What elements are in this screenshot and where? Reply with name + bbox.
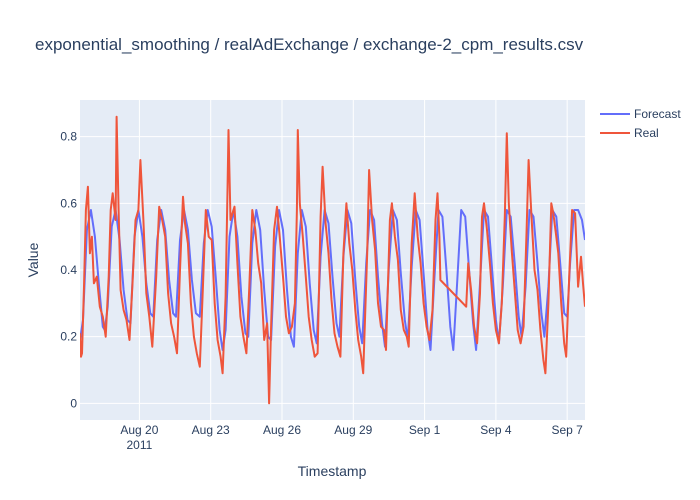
series-layer [80, 115, 585, 405]
x-tick-label: Aug 23 [192, 423, 230, 437]
y-tick-label: 0.4 [60, 263, 77, 277]
x-tick-label: Sep 7 [551, 423, 583, 437]
y-axis-title: Value [25, 242, 41, 277]
legend-item-real[interactable]: Real [600, 126, 659, 140]
x-tick-year-label: 2011 [127, 438, 153, 452]
x-tick-label: Sep 4 [480, 423, 512, 437]
x-axis-title: Timestamp [298, 463, 367, 479]
plot-area [80, 100, 585, 420]
y-axis: 0 0.2 0.4 0.6 0.8 [60, 130, 77, 411]
x-tick-label: Aug 26 [263, 423, 301, 437]
legend-label: Forecast [634, 107, 681, 121]
series-line-real [80, 115, 585, 405]
y-tick-label: 0 [70, 396, 77, 410]
y-tick-label: 0.2 [60, 330, 77, 344]
legend[interactable]: Forecast Real [600, 107, 681, 140]
chart-title: exponential_smoothing / realAdExchange /… [35, 35, 584, 54]
x-tick-label: Aug 29 [334, 423, 372, 437]
legend-label: Real [634, 126, 659, 140]
y-tick-label: 0.8 [60, 130, 77, 144]
legend-item-forecast[interactable]: Forecast [600, 107, 681, 121]
x-tick-label: Aug 20 [120, 423, 158, 437]
x-tick-label: Sep 1 [409, 423, 441, 437]
y-tick-label: 0.6 [60, 196, 77, 210]
